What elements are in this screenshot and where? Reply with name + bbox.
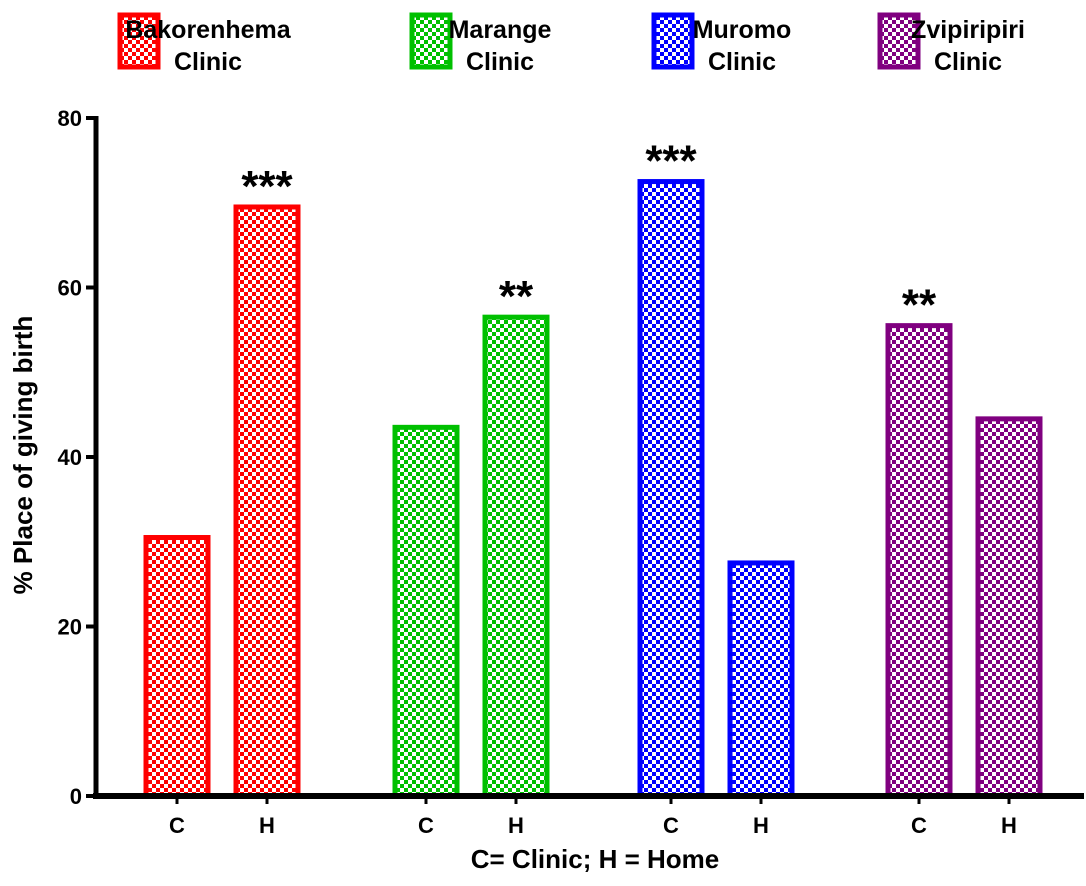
bar-2-h — [482, 314, 550, 799]
legend-swatch — [117, 12, 161, 70]
legend-label: Bakorenhema — [125, 16, 291, 44]
y-axis-label: % Place of giving birth — [8, 316, 38, 595]
legend-label: Clinic — [466, 48, 534, 76]
legend-swatch — [409, 12, 453, 70]
bar-1-c — [143, 535, 211, 799]
y-tick-label: 80 — [58, 106, 82, 131]
legend-label: Marange — [449, 16, 552, 44]
x-tick-label: H — [508, 813, 524, 838]
x-tick-label: C — [911, 813, 927, 838]
axes: C H C H C H C H 0 20 40 60 80 — [58, 106, 1084, 838]
legend-label: Clinic — [934, 48, 1002, 76]
significance-label: *** — [645, 137, 697, 186]
x-tick-label: H — [1001, 813, 1017, 838]
y-tick-label: 60 — [58, 276, 82, 301]
legend: Bakorenhema Clinic Marange Clinic Muromo Clin… — [117, 12, 1025, 76]
x-tick-label: C — [663, 813, 679, 838]
legend-swatch — [651, 12, 695, 70]
legend-label: Clinic — [708, 48, 776, 76]
legend-label: Zvipiripiri — [911, 16, 1025, 44]
bar-4-c — [885, 323, 953, 799]
y-tick-label: 40 — [58, 445, 82, 470]
bar-4-h — [975, 416, 1043, 799]
bar-1-h — [233, 204, 301, 799]
bar-2-c — [392, 424, 460, 799]
x-tick-label: H — [753, 813, 769, 838]
legend-swatch — [877, 12, 921, 70]
x-tick-label: C — [169, 813, 185, 838]
significance-label: *** — [241, 162, 293, 211]
legend-label: Clinic — [174, 48, 242, 76]
bars — [143, 179, 1043, 799]
bar-3-c — [637, 179, 705, 799]
legend-label: Muromo — [693, 16, 792, 44]
x-tick-label: H — [259, 813, 275, 838]
significance-label: ** — [902, 281, 937, 330]
y-tick-label: 20 — [58, 615, 82, 640]
bar-3-h — [727, 560, 795, 799]
x-tick-label: C — [418, 813, 434, 838]
significance-label: ** — [499, 272, 534, 321]
x-axis-label: C= Clinic; H = Home — [471, 844, 720, 874]
y-tick-label: 0 — [70, 784, 82, 809]
significance-annotations: ********** — [241, 137, 937, 330]
